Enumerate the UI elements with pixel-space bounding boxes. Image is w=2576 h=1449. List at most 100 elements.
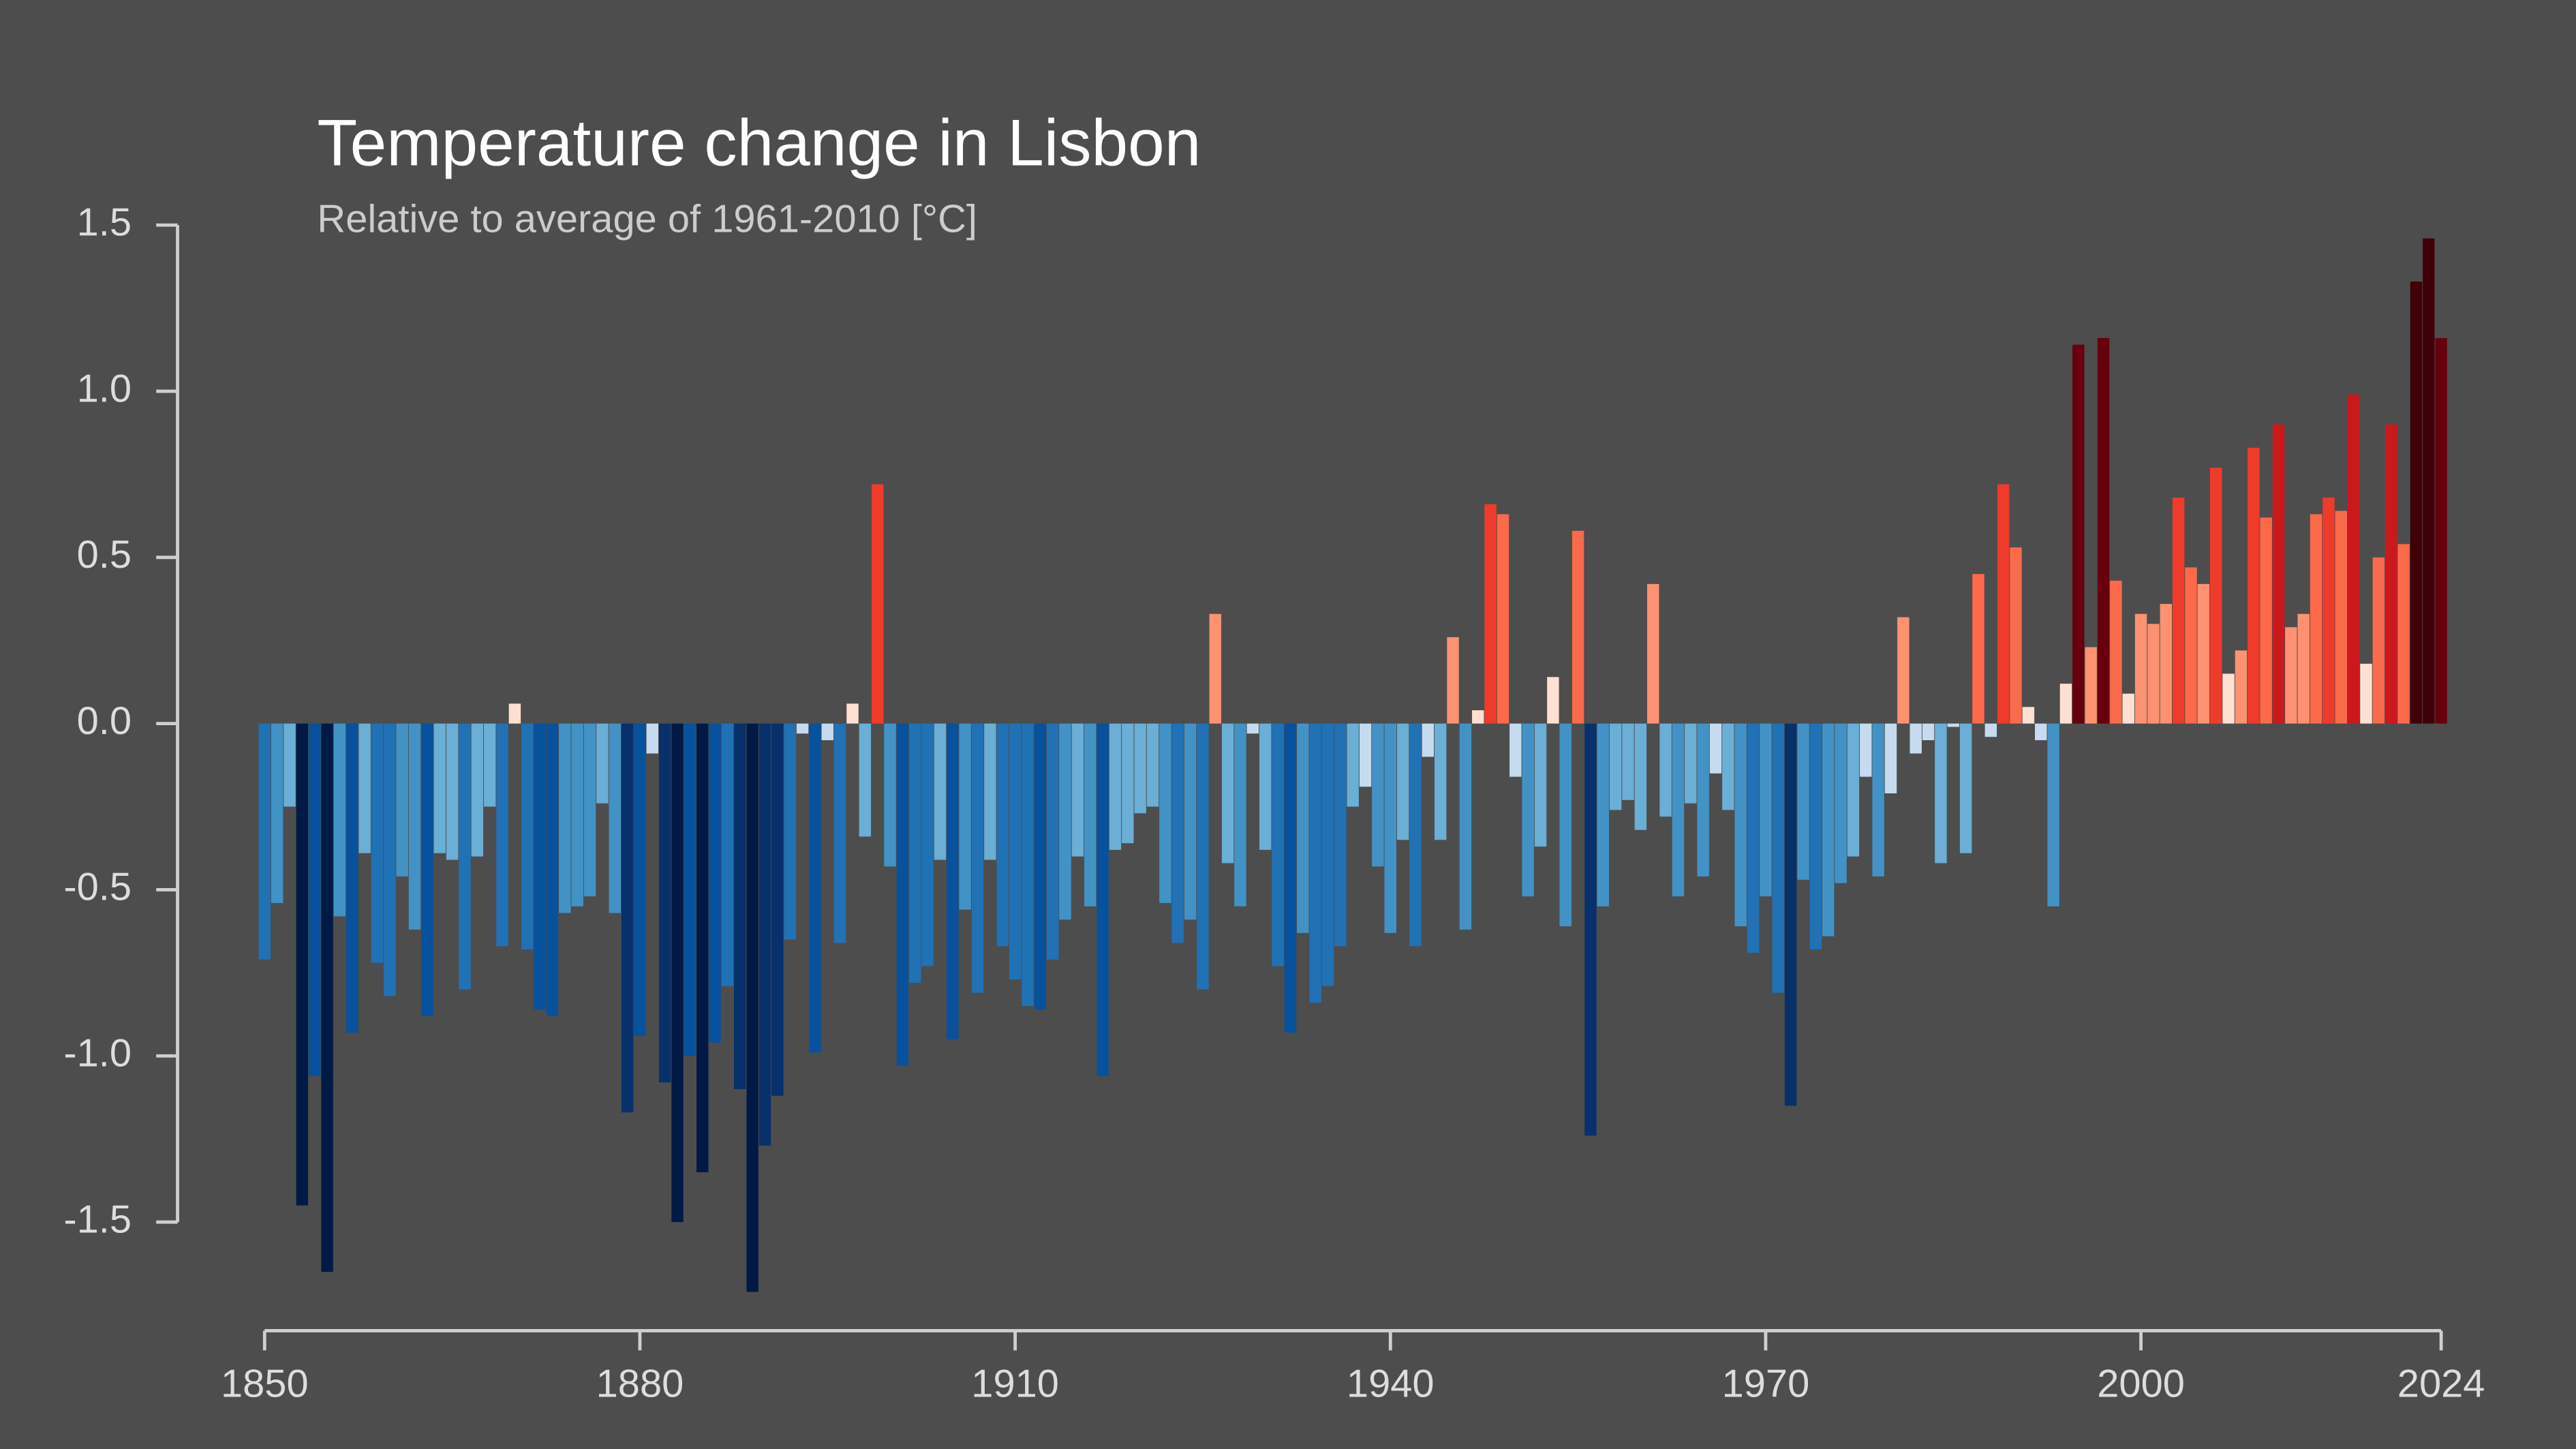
bar — [1309, 723, 1321, 1003]
bar — [1622, 723, 1634, 800]
bar — [2397, 544, 2410, 724]
bar — [884, 723, 896, 867]
x-tick-label: 1910 — [971, 1362, 1059, 1406]
bar — [2197, 583, 2210, 724]
bar — [1847, 723, 1860, 857]
bar — [871, 484, 884, 724]
bar — [1409, 723, 1422, 947]
bar — [2248, 447, 2260, 724]
bar — [571, 723, 583, 906]
bar — [846, 703, 859, 724]
bar — [734, 723, 746, 1089]
bar — [2310, 514, 2322, 724]
bar — [1272, 723, 1284, 966]
bar — [371, 723, 384, 963]
bar — [2285, 627, 2297, 724]
bar — [2372, 557, 2385, 724]
bar — [1246, 723, 1259, 734]
bar — [346, 723, 358, 1033]
bar — [821, 723, 834, 741]
bar — [1897, 617, 1910, 724]
bar — [1334, 723, 1347, 947]
bar — [333, 723, 346, 917]
bar — [1922, 723, 1935, 741]
bar — [2335, 510, 2347, 724]
bar — [771, 723, 784, 1096]
bar — [1297, 723, 1309, 933]
bar — [559, 723, 571, 913]
bar — [1197, 723, 1209, 990]
bar — [1097, 723, 1109, 1076]
bar — [1122, 723, 1134, 844]
bar — [1884, 723, 1897, 794]
bar — [1221, 723, 1234, 864]
bar — [1522, 723, 1534, 897]
bar — [446, 723, 459, 860]
bar — [296, 723, 309, 1206]
y-tick-label: -1.5 — [63, 1198, 132, 1241]
bar — [896, 723, 909, 1066]
bar — [1396, 723, 1409, 840]
bar — [1284, 723, 1297, 1033]
bar — [1559, 723, 1571, 927]
bar — [2085, 647, 2097, 724]
bar — [1509, 723, 1522, 777]
y-tick-label: 1.5 — [77, 201, 132, 245]
bar — [909, 723, 921, 983]
bar — [1171, 723, 1184, 943]
bar — [758, 723, 771, 1146]
bar — [596, 723, 609, 804]
bar — [1434, 723, 1447, 840]
bar — [696, 723, 709, 1172]
bar — [1009, 723, 1022, 980]
bar — [921, 723, 934, 966]
bar — [1910, 723, 1922, 754]
bar — [859, 723, 872, 837]
bar — [1447, 637, 1459, 724]
bar — [996, 723, 1009, 947]
bar — [408, 723, 421, 930]
bar — [433, 723, 446, 853]
bar — [1784, 723, 1797, 1106]
bar — [1034, 723, 1047, 1009]
bar — [1722, 723, 1734, 810]
bar — [1022, 723, 1034, 1007]
bar — [1547, 677, 1559, 724]
bar — [384, 723, 396, 996]
bar — [684, 723, 696, 1056]
bar — [2134, 613, 2147, 724]
y-tick-label: 0.5 — [77, 533, 132, 577]
bar — [784, 723, 796, 940]
bar — [2147, 624, 2160, 724]
bar — [646, 723, 659, 754]
bar — [2297, 613, 2310, 724]
bar — [1860, 723, 1872, 777]
bar — [2410, 281, 2423, 724]
bar — [1459, 723, 1472, 930]
bar — [934, 723, 947, 860]
bar — [1084, 723, 1097, 906]
bar — [396, 723, 408, 876]
bar — [1109, 723, 1122, 850]
bar — [721, 723, 734, 986]
bar — [1497, 514, 1509, 724]
bar — [1597, 723, 1610, 906]
bar — [1134, 723, 1146, 814]
bar — [971, 723, 984, 993]
bar — [2035, 723, 2047, 741]
bar — [508, 703, 521, 724]
bar — [283, 723, 296, 807]
bar — [658, 723, 671, 1083]
x-tick-label: 1940 — [1347, 1362, 1435, 1406]
bar — [1997, 484, 2010, 724]
bar — [1472, 710, 1484, 724]
bar — [2260, 517, 2272, 724]
bar — [984, 723, 996, 860]
bar — [2322, 498, 2335, 724]
bar — [2347, 394, 2360, 724]
bar — [2097, 338, 2110, 724]
bar — [1146, 723, 1159, 807]
bar — [959, 723, 971, 910]
